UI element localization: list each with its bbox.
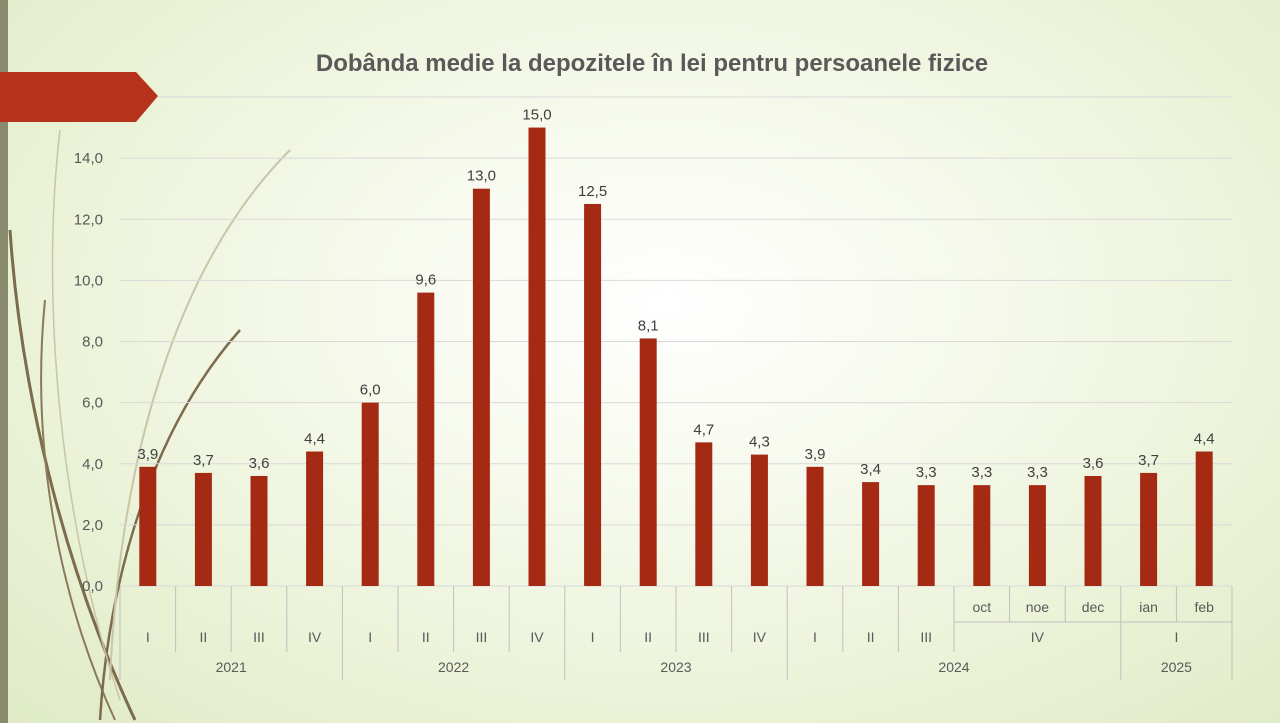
gridlines <box>120 96 1232 587</box>
bar <box>973 485 991 586</box>
data-label: 4,4 <box>304 431 325 448</box>
y-axis-ticks: 0,02,04,06,08,010,012,014,016,0 <box>74 89 103 595</box>
chart-title: Dobânda medie la depozitele în lei pentr… <box>316 50 988 77</box>
x-category-label: II <box>422 629 430 645</box>
y-tick-label: 2,0 <box>82 517 103 534</box>
bar <box>306 451 324 586</box>
data-label: 15,0 <box>522 107 551 124</box>
x-category-label: I <box>813 629 817 645</box>
x-quarter-group-label: I <box>1174 629 1178 645</box>
x-category-label: I <box>591 629 595 645</box>
x-category-label: III <box>253 629 265 645</box>
decorative-swooshes <box>8 129 291 721</box>
x-category-label: II <box>644 629 652 645</box>
bar <box>1084 475 1102 586</box>
y-tick-label: 10,0 <box>74 272 103 289</box>
slide-left-edge <box>0 0 8 723</box>
bar <box>417 292 435 586</box>
data-label: 4,4 <box>1194 431 1215 448</box>
accent-arrow <box>0 72 158 122</box>
data-label: 6,0 <box>360 382 381 399</box>
bar <box>528 127 546 586</box>
bar <box>194 472 212 586</box>
x-category-label: IV <box>530 629 544 645</box>
x-category-label: IV <box>308 629 322 645</box>
data-label: 13,0 <box>467 168 496 185</box>
x-category-label: feb <box>1194 599 1214 615</box>
bar <box>361 402 379 586</box>
data-label: 3,3 <box>916 464 937 481</box>
x-category-label: dec <box>1082 599 1105 615</box>
x-category-label: III <box>698 629 710 645</box>
data-label: 3,7 <box>1138 452 1159 469</box>
bar <box>862 482 880 586</box>
data-label: 3,6 <box>1083 455 1104 472</box>
bar <box>750 454 768 586</box>
bar <box>806 466 824 586</box>
x-quarter-group-label: IV <box>1031 629 1045 645</box>
bar <box>584 203 602 586</box>
y-tick-label: 0,0 <box>82 578 103 595</box>
data-label: 3,4 <box>860 461 881 478</box>
x-year-group-label: 2022 <box>438 659 469 675</box>
bar <box>917 485 935 586</box>
bar <box>1140 472 1158 586</box>
y-tick-label: 6,0 <box>82 395 103 412</box>
x-category-label: II <box>867 629 875 645</box>
data-label: 3,3 <box>1027 464 1048 481</box>
bar <box>639 338 657 586</box>
data-label: 3,7 <box>193 452 214 469</box>
x-category-label: III <box>476 629 488 645</box>
value-labels: 3,9 3,7 3,6 4,4 6,0 9,6 13,0 15,0 12,5 8,1 4,7 4,3 3… <box>137 107 1214 482</box>
data-label: 4,7 <box>693 421 714 438</box>
x-year-group-label: 2024 <box>938 659 969 675</box>
y-tick-label: 12,0 <box>74 211 103 228</box>
x-category-label: II <box>200 629 208 645</box>
bar <box>472 188 490 586</box>
y-tick-label: 14,0 <box>74 150 103 167</box>
data-label: 8,1 <box>638 317 659 334</box>
data-label: 3,9 <box>805 446 826 463</box>
x-category-label: noe <box>1026 599 1050 615</box>
data-label: 3,3 <box>971 464 992 481</box>
data-label: 3,9 <box>137 446 158 463</box>
bars <box>139 127 1213 586</box>
data-label: 12,5 <box>578 183 607 200</box>
bar <box>1195 451 1213 586</box>
x-year-group-label: 2023 <box>660 659 691 675</box>
bar <box>1028 485 1046 586</box>
x-category-label: I <box>146 629 150 645</box>
bar <box>250 475 268 586</box>
x-category-label: III <box>920 629 932 645</box>
x-category-label: oct <box>972 599 991 615</box>
x-year-group-label: 2021 <box>216 659 247 675</box>
y-tick-label: 4,0 <box>82 456 103 473</box>
x-category-label: I <box>368 629 372 645</box>
x-category-label: IV <box>753 629 767 645</box>
x-year-group-label: 2025 <box>1161 659 1192 675</box>
y-tick-label: 8,0 <box>82 334 103 351</box>
data-label: 4,3 <box>749 434 770 451</box>
x-category-label: ian <box>1139 599 1158 615</box>
bar <box>139 466 157 586</box>
data-label: 3,6 <box>249 455 270 472</box>
data-label: 9,6 <box>415 272 436 289</box>
bar <box>695 442 713 586</box>
